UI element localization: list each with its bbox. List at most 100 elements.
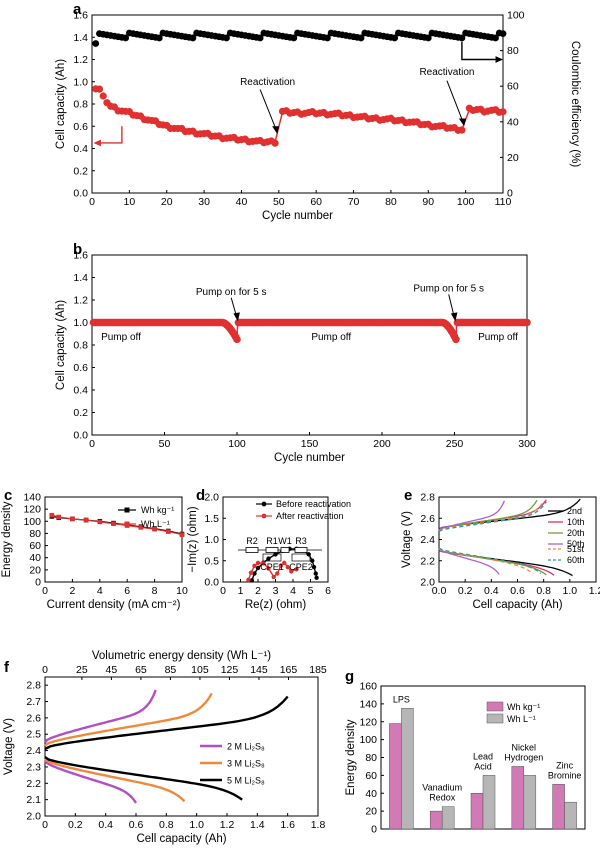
plot-frame	[91, 14, 504, 194]
x-tick-label: 20	[161, 196, 173, 208]
legend-marker	[124, 507, 130, 513]
y-tick-label: 160	[359, 681, 377, 693]
series-marker	[138, 525, 144, 530]
y-axis-label: Voltage (V)	[401, 511, 413, 568]
x-tick-label: 200	[373, 438, 391, 450]
x-axis-label: Re(z) (ohm)	[245, 599, 307, 611]
capacity-point	[499, 108, 507, 116]
panel-f: 0 0.2 0.4 0.6 0.8 1.0 1.2 1.4 1.6 1.8 2.0 2.1 2.2 2.3…	[3, 650, 327, 845]
discharge-curve	[44, 759, 137, 804]
panel-label-d: d	[196, 487, 205, 504]
legend-label: 3 M Li₂S₈	[227, 759, 265, 769]
legend-label: Wh L⁻¹	[141, 519, 170, 529]
panel-d: 0 1 2 3 4 5 6 0.0 0.5 1.0 1.5 2.0 Re(z) (ohm) −Im(z) …	[187, 492, 351, 612]
y-tick-label: 0	[35, 577, 41, 589]
y2-tick-label: 80	[507, 45, 519, 57]
x-tick-label: 40	[236, 196, 248, 208]
category-label-line: Vanadium	[422, 783, 462, 793]
y-tick-label: 0	[371, 824, 377, 836]
x2-tick-label: 65	[135, 664, 147, 676]
discharge-curve	[44, 757, 186, 803]
charge-curve	[438, 499, 538, 531]
annotation-pump-off: Pump off	[311, 332, 351, 343]
x-tick-label: 110	[495, 196, 512, 208]
y-tick-label: 0.0	[204, 577, 219, 589]
arrow-head	[93, 139, 101, 147]
series-marker	[275, 571, 280, 576]
y2-axis-label: Coulombic efficiency (%)	[569, 41, 581, 168]
x-tick-label: 50	[159, 438, 171, 450]
charge-curve	[44, 692, 213, 747]
y-tick-label: 80	[29, 528, 41, 540]
legend-label: Wh kg⁻¹	[141, 505, 174, 515]
efficiency-point	[492, 34, 499, 42]
y-tick-label: 140	[23, 492, 41, 504]
efficiency-point	[223, 34, 230, 42]
x-axis-label: Cell capacity (Ah)	[472, 599, 562, 611]
x2-tick-label: 165	[280, 664, 298, 676]
x-tick-label: 1.0	[563, 585, 578, 597]
y-tick-label: 20	[365, 806, 377, 818]
circuit-label: W1	[278, 536, 292, 546]
bar	[401, 708, 414, 830]
x-tick-label: 3	[273, 585, 279, 597]
x-tick-label: 60	[310, 196, 322, 208]
series-marker	[289, 569, 294, 574]
series-marker	[282, 560, 287, 566]
y-tick-label: 1.6	[73, 10, 88, 22]
series-marker	[294, 567, 299, 572]
x-tick-label: 100	[457, 196, 475, 208]
y-tick-label: 2.5	[26, 729, 41, 741]
x-tick-label: 0	[42, 819, 48, 831]
series-marker	[152, 526, 157, 532]
x-tick-label: 0	[89, 196, 95, 208]
category-label: LPS	[393, 694, 410, 704]
y-tick-label: 2.8	[420, 492, 435, 504]
y2-tick-label: 40	[507, 116, 519, 128]
y-tick-label: 2.3	[26, 761, 41, 773]
charge-curve	[438, 501, 547, 533]
circuit-cpe	[291, 553, 311, 562]
y-tick-label: 0.6	[73, 362, 88, 374]
annotation-reactivation: Reactivation	[419, 67, 474, 78]
x-tick-label: 0.2	[68, 819, 83, 831]
series-marker	[252, 563, 257, 569]
y-tick-label: 2.4	[420, 534, 435, 546]
legend-label: 5 M Li₂S₈	[227, 776, 265, 786]
legend-label: 60th	[567, 555, 585, 565]
y-tick-label: 0.6	[73, 121, 88, 133]
y-axis-label: −Im(z) (ohm)	[187, 506, 199, 572]
panel-label-e: e	[404, 487, 412, 504]
circuit-label: CPE2	[289, 562, 313, 572]
y-axis-label: Energy density	[345, 719, 357, 795]
series-marker	[83, 517, 89, 523]
pump-jump	[236, 322, 239, 340]
x-tick-label: 6	[325, 585, 331, 597]
y-tick-label: 2.7	[26, 696, 41, 708]
circuit-resistor	[265, 547, 279, 553]
panel-a: 0 10 20 30 40 50 60 70 80 90 100 110 0.0 0.2 0.4 0.6 0.8…	[55, 10, 581, 223]
y2-tick-label: 20	[507, 152, 519, 164]
efficiency-point	[256, 34, 264, 42]
circuit-resistor	[294, 547, 308, 553]
y-tick-label: 1.2	[73, 295, 88, 307]
legend-marker	[261, 513, 267, 519]
y-tick-label: 40	[29, 552, 41, 564]
x-tick-label: 0.8	[536, 585, 551, 597]
y-tick-label: 1.0	[73, 317, 88, 329]
y-tick-label: 1.2	[73, 54, 88, 66]
x-tick-label: 0.4	[98, 819, 113, 831]
charge-curve	[44, 695, 289, 751]
series-marker	[248, 570, 254, 575]
x-tick-label: 1.2	[589, 585, 600, 597]
legend-label: Before reactivation	[276, 499, 351, 509]
bar	[470, 793, 484, 830]
x-tick-label: 4	[290, 585, 296, 597]
category-label: Lead Acid	[473, 751, 493, 771]
series-marker	[255, 560, 261, 566]
y-tick-label: 2.1	[26, 794, 41, 806]
panel-label-f: f	[4, 659, 10, 676]
annotation-arrow	[446, 80, 464, 124]
